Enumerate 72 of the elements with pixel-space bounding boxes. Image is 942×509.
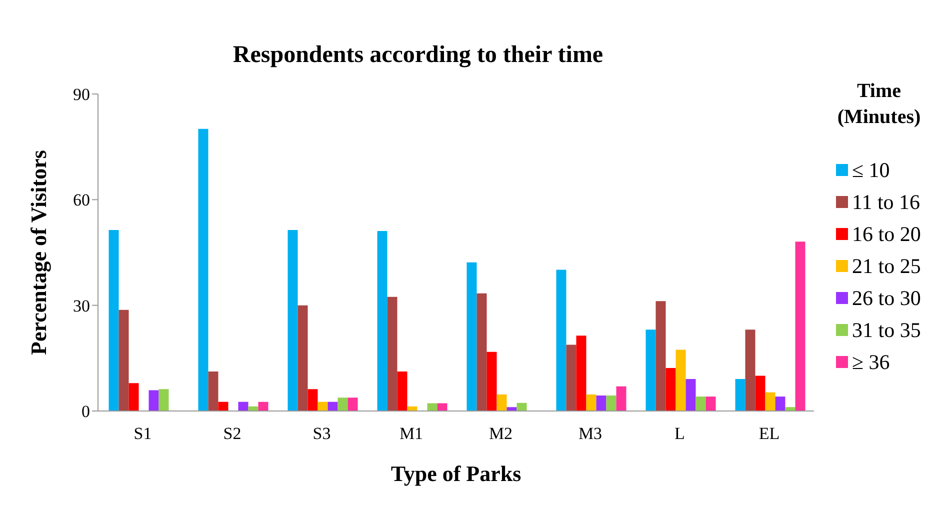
bar <box>566 344 576 411</box>
bar <box>128 383 139 411</box>
bar <box>735 378 746 411</box>
bar <box>656 301 666 411</box>
legend-label: 16 to 20 <box>852 222 921 246</box>
bar <box>496 394 507 411</box>
bar <box>377 231 388 411</box>
bar <box>646 330 656 411</box>
bar <box>666 368 676 411</box>
bar <box>596 396 606 411</box>
legend-label: 11 to 16 <box>852 190 920 214</box>
bar <box>397 372 408 411</box>
bar <box>765 392 776 411</box>
x-tick-label: S2 <box>223 424 242 444</box>
bar <box>486 352 497 411</box>
x-tick-label: M2 <box>488 424 513 444</box>
bar <box>427 403 438 411</box>
bar <box>118 310 129 411</box>
y-tick-label: 90 <box>73 85 90 104</box>
bar <box>516 402 527 411</box>
bar <box>298 305 308 411</box>
bar <box>208 372 218 411</box>
x-axis-title: Type of Parks <box>390 461 522 486</box>
y-tick-label: 60 <box>73 190 90 210</box>
bar <box>775 396 786 411</box>
bar <box>466 262 477 411</box>
y-axis-title: Percentage of Visitors <box>26 150 51 355</box>
bar <box>387 296 398 411</box>
bar <box>586 394 596 411</box>
bar <box>238 402 248 411</box>
bar <box>108 230 119 411</box>
bar <box>148 390 159 411</box>
bar <box>476 293 487 411</box>
bar <box>795 242 806 411</box>
x-tick-label: S1 <box>134 424 152 444</box>
x-tick-label: S3 <box>312 424 331 444</box>
bar <box>437 403 448 411</box>
bar <box>308 389 318 411</box>
bar <box>616 386 626 411</box>
bar <box>706 396 716 411</box>
bar <box>745 330 756 411</box>
bar <box>785 407 796 411</box>
bar <box>338 398 348 411</box>
bar <box>318 402 328 411</box>
legend-label: ≤ 10 <box>852 158 890 182</box>
bar <box>755 376 766 411</box>
bar <box>198 128 208 411</box>
bar <box>696 396 706 411</box>
bar <box>158 389 169 411</box>
x-tick-label: L <box>674 424 685 444</box>
bar <box>506 407 517 411</box>
bar <box>258 402 268 411</box>
x-tick-label: EL <box>758 424 780 444</box>
legend-label: 31 to 35 <box>852 318 921 342</box>
legend-label: 21 to 25 <box>852 254 921 278</box>
x-tick-label: M1 <box>399 424 424 444</box>
bar <box>328 402 338 411</box>
bar <box>576 336 586 411</box>
bar <box>686 378 696 411</box>
legend-label: 26 to 30 <box>852 286 921 310</box>
bar <box>288 230 298 411</box>
bar <box>556 270 566 411</box>
bar <box>676 350 686 411</box>
bar <box>348 398 358 411</box>
bar <box>606 396 616 411</box>
y-tick-label: 0 <box>82 402 90 422</box>
legend-title: Time (Minutes) <box>836 79 922 130</box>
y-tick-label: 30 <box>73 296 90 316</box>
bar <box>218 402 228 411</box>
chart-title: Respondents according to their time <box>232 42 604 69</box>
x-tick-label: M3 <box>578 424 602 444</box>
legend-label: ≥ 36 <box>852 350 890 374</box>
